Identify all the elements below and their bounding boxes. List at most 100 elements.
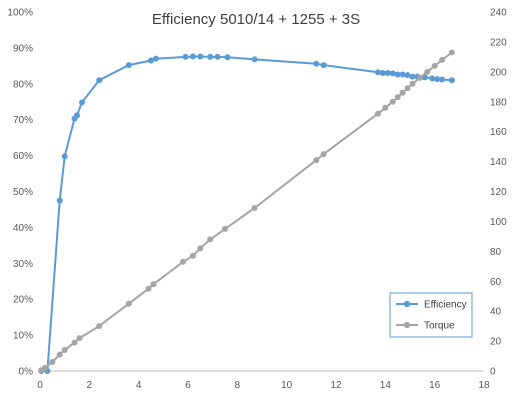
torque-point bbox=[399, 89, 406, 96]
y2-tick-label: 140 bbox=[490, 157, 507, 168]
efficiency-point bbox=[399, 71, 406, 78]
efficiency-point bbox=[394, 71, 401, 78]
efficiency-point bbox=[78, 99, 85, 106]
x-tick-label: 8 bbox=[235, 380, 241, 391]
legend-efficiency-label: Efficiency bbox=[424, 300, 467, 311]
y2-tick-label: 40 bbox=[490, 307, 502, 318]
efficiency-point bbox=[207, 53, 214, 60]
efficiency-point bbox=[409, 73, 416, 80]
torque-point bbox=[71, 339, 78, 346]
torque-point bbox=[448, 49, 455, 56]
efficiency-point bbox=[448, 77, 455, 84]
efficiency-point bbox=[429, 75, 436, 82]
y-tick-label: 50% bbox=[13, 187, 33, 198]
y-axis-ticks: 0% 10% 20% 30% 40% 50% 60% 70% 80% 90% 100% bbox=[7, 8, 33, 378]
torque-point bbox=[222, 225, 228, 232]
x-tick-label: 6 bbox=[185, 380, 191, 391]
efficiency-point bbox=[74, 112, 80, 119]
x-tick-label: 14 bbox=[380, 380, 392, 391]
torque-point bbox=[409, 80, 416, 87]
legend-torque-marker bbox=[403, 321, 411, 329]
torque-point bbox=[389, 98, 396, 105]
x-tick-label: 18 bbox=[478, 380, 490, 391]
efficiency-point bbox=[214, 53, 221, 60]
legend-torque-label: Torque bbox=[424, 321, 455, 332]
torque-point bbox=[416, 74, 423, 81]
efficiency-point bbox=[313, 60, 320, 67]
x-tick-label: 16 bbox=[429, 380, 441, 391]
torque-point bbox=[41, 365, 48, 372]
y-tick-label: 60% bbox=[13, 151, 33, 162]
efficiency-point bbox=[148, 57, 154, 64]
y2-tick-label: 80 bbox=[490, 247, 502, 258]
chart-title: Efficiency 5010/14 + 1255 + 3S bbox=[152, 11, 360, 28]
efficiency-point bbox=[379, 70, 386, 77]
x-tick-label: 10 bbox=[281, 380, 293, 391]
y2-tick-label: 200 bbox=[490, 67, 507, 78]
torque-point bbox=[439, 56, 446, 63]
y-tick-label: 40% bbox=[13, 223, 33, 234]
x-tick-label: 2 bbox=[87, 380, 93, 391]
torque-point bbox=[374, 110, 381, 117]
y2-tick-label: 120 bbox=[490, 187, 507, 198]
efficiency-point bbox=[224, 54, 231, 61]
x-tick-label: 12 bbox=[330, 380, 342, 391]
y2-tick-label: 240 bbox=[490, 8, 507, 19]
efficiency-point bbox=[152, 55, 159, 62]
torque-point bbox=[197, 245, 204, 252]
torque-point bbox=[424, 68, 431, 75]
efficiency-point bbox=[404, 72, 411, 79]
series-layer bbox=[38, 49, 455, 374]
x-tick-label: 0 bbox=[37, 380, 43, 391]
legend-box bbox=[389, 292, 473, 338]
efficiency-point bbox=[439, 76, 446, 83]
x-tick-label: 4 bbox=[136, 380, 142, 391]
efficiency-point bbox=[125, 62, 132, 69]
y2-tick-label: 60 bbox=[490, 277, 502, 288]
y2-tick-label: 100 bbox=[490, 217, 507, 228]
efficiency-point bbox=[320, 62, 327, 69]
legend-efficiency-marker bbox=[403, 300, 411, 308]
efficiency-point bbox=[56, 197, 63, 204]
efficiency-point bbox=[61, 153, 68, 160]
torque-point bbox=[189, 252, 196, 259]
torque-point bbox=[382, 104, 389, 111]
legend: Efficiency Torque bbox=[389, 292, 473, 338]
efficiency-point bbox=[434, 76, 441, 83]
efficiency-point bbox=[251, 56, 258, 63]
torque-point bbox=[404, 85, 411, 92]
y2-tick-label: 220 bbox=[490, 37, 507, 48]
torque-point bbox=[320, 151, 327, 158]
torque-point bbox=[145, 285, 152, 292]
torque-point bbox=[313, 157, 320, 164]
efficiency-point bbox=[182, 53, 189, 60]
y2-tick-label: 160 bbox=[490, 127, 507, 138]
y-tick-label: 0% bbox=[19, 367, 34, 378]
y-tick-label: 10% bbox=[13, 331, 33, 342]
torque-point bbox=[251, 204, 258, 211]
y2-tick-label: 180 bbox=[490, 97, 507, 108]
torque-point bbox=[431, 62, 438, 69]
y-tick-label: 70% bbox=[13, 115, 33, 126]
torque-point bbox=[150, 281, 157, 288]
efficiency-point bbox=[384, 70, 391, 77]
y2-axis-ticks: 0 20 40 60 80 100 120 140 160 180 200 220 240 bbox=[490, 8, 507, 378]
torque-point bbox=[125, 300, 132, 307]
y-tick-label: 30% bbox=[13, 259, 33, 270]
y-tick-label: 20% bbox=[13, 295, 33, 306]
efficiency-point bbox=[96, 77, 103, 84]
y2-tick-label: 0 bbox=[490, 367, 496, 378]
torque-point bbox=[76, 335, 83, 342]
x-axis-ticks: 0 2 4 6 8 10 12 14 16 18 bbox=[37, 380, 490, 391]
y2-tick-label: 20 bbox=[490, 337, 502, 348]
torque-point bbox=[180, 258, 187, 265]
efficiency-point bbox=[389, 70, 396, 77]
efficiency-point bbox=[197, 53, 204, 60]
torque-point bbox=[49, 359, 56, 366]
y-tick-label: 90% bbox=[13, 43, 33, 54]
torque-point bbox=[394, 94, 401, 101]
efficiency-point bbox=[374, 69, 381, 76]
torque-point bbox=[207, 236, 214, 243]
